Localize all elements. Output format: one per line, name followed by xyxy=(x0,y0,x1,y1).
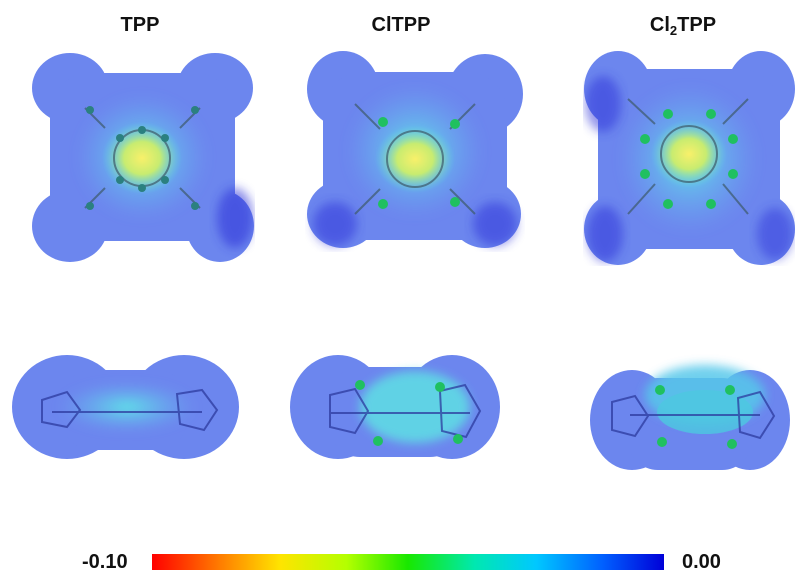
cltpp-top-view xyxy=(305,44,525,252)
title-tpp: TPP xyxy=(120,14,160,36)
scale-min-label: -0.10 xyxy=(82,551,128,573)
scale-max-label: 0.00 xyxy=(682,551,721,573)
title-cltpp: ClTPP xyxy=(371,14,431,36)
cl2tpp-top-view xyxy=(583,44,795,266)
tpp-side-view xyxy=(12,352,240,472)
cltpp-side-view xyxy=(290,345,500,475)
tpp-top-view xyxy=(30,48,255,266)
cl2tpp-side-view xyxy=(590,350,790,482)
title-cl2tpp: Cl2TPP xyxy=(649,14,717,38)
color-scale-bar xyxy=(152,554,664,570)
